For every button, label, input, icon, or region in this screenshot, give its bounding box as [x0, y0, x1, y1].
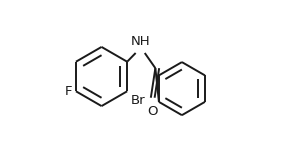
Text: O: O — [147, 105, 158, 118]
Text: NH: NH — [130, 35, 150, 49]
Text: Br: Br — [131, 94, 145, 107]
Text: F: F — [65, 85, 72, 98]
